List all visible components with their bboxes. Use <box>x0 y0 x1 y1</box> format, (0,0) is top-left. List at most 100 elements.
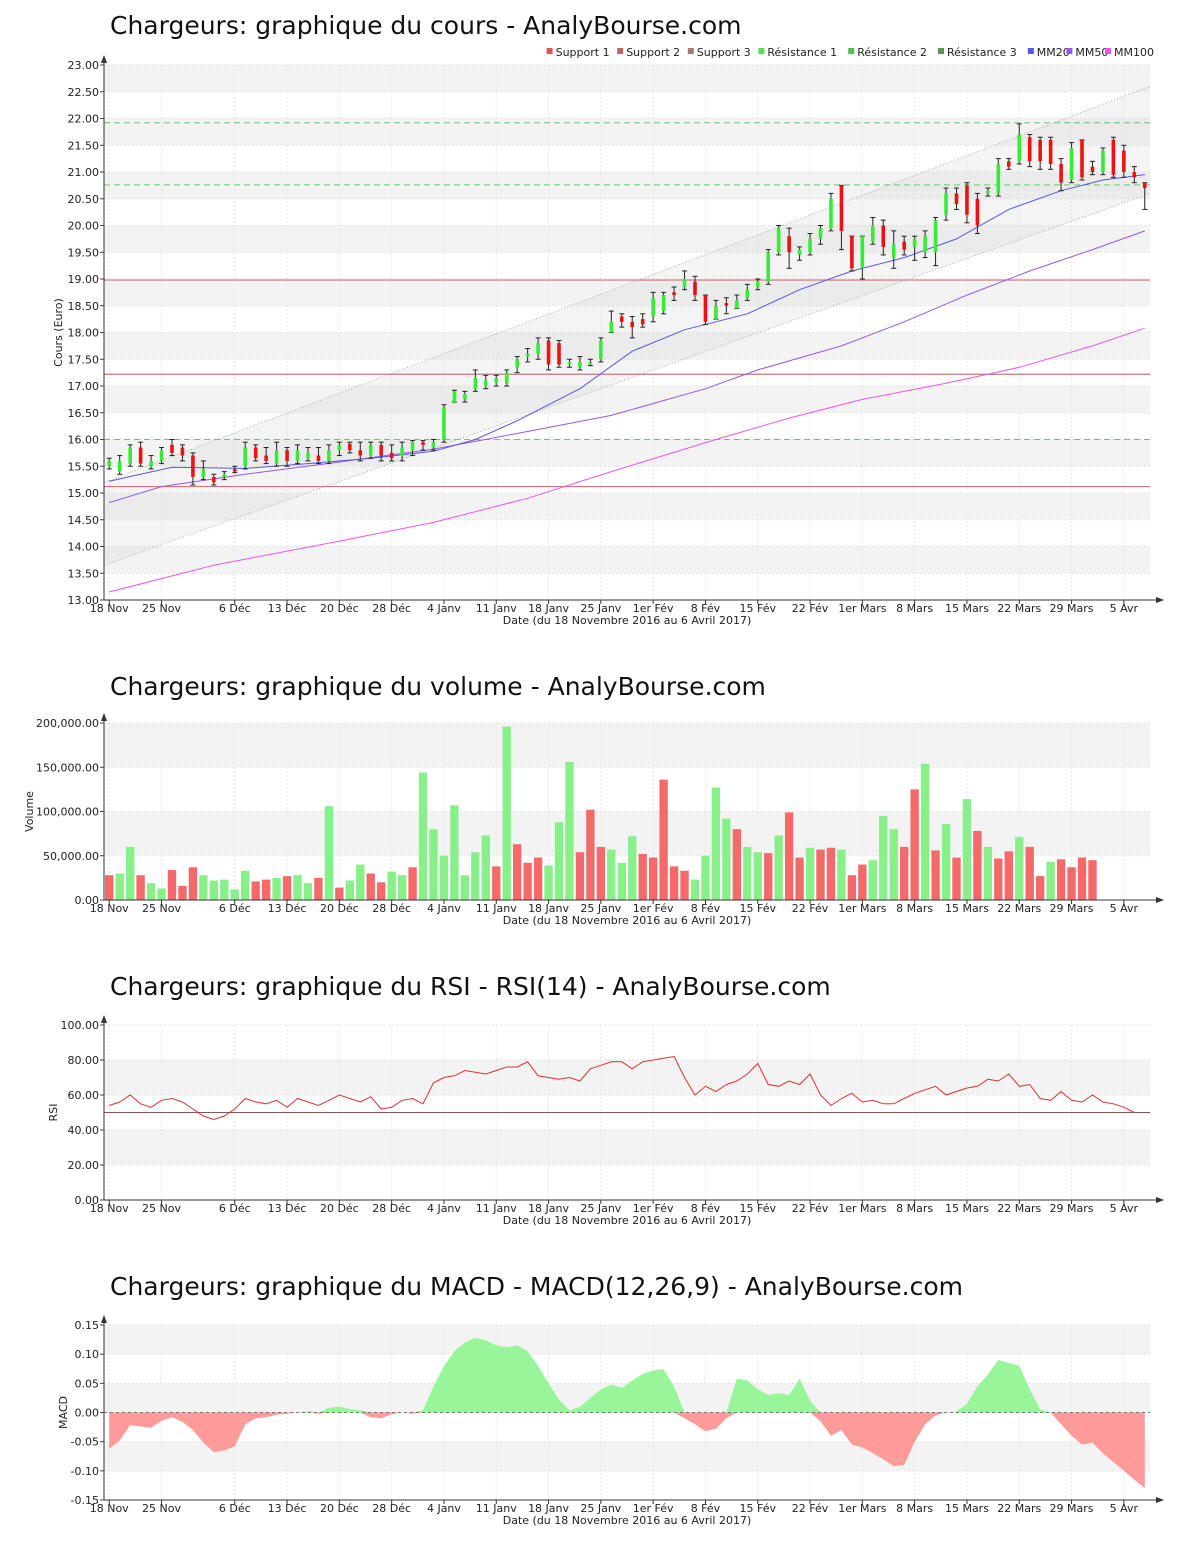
x-tick-label: 8 Fév <box>691 1202 721 1215</box>
y-tick-label: 50,000.00 <box>43 850 99 863</box>
candle <box>347 441 353 454</box>
x-tick-label: 6 Déc <box>219 602 251 615</box>
x-tick-label: 28 Déc <box>372 1502 411 1515</box>
y-tick-label: 0.10 <box>75 1348 100 1361</box>
candle-body <box>912 238 917 247</box>
candle <box>608 310 614 333</box>
volume-bar <box>314 877 323 900</box>
candle-body <box>578 361 582 368</box>
y-tick-label: 0.15 <box>75 1319 100 1332</box>
volume-bar <box>1056 859 1066 900</box>
volume-bar <box>586 809 595 900</box>
candle-body <box>368 444 373 456</box>
candle <box>577 356 583 371</box>
candle-body <box>703 295 708 322</box>
volume-bar <box>377 882 386 900</box>
legend-swatch <box>1027 48 1034 54</box>
x-tick-label: 29 Mars <box>1050 902 1094 915</box>
candle <box>159 447 165 465</box>
x-tick-label: 25 Janv <box>580 1202 621 1215</box>
candle <box>661 291 667 315</box>
x-tick-label: 1er Fév <box>633 1202 674 1215</box>
volume-bar <box>1077 857 1087 900</box>
candle-body <box>358 450 363 456</box>
candle <box>702 294 708 325</box>
candle-body <box>452 391 457 403</box>
candle <box>1100 147 1106 176</box>
grid-band <box>104 1325 1150 1355</box>
candle-body <box>724 303 729 306</box>
volume-bar <box>167 869 177 900</box>
x-tick-label: 22 Fév <box>792 1202 829 1215</box>
candle-body <box>1142 182 1147 189</box>
volume-bar <box>1015 837 1024 900</box>
candle-body <box>494 377 499 384</box>
candle <box>640 313 646 328</box>
y-tick-label: 60.00 <box>68 1089 100 1102</box>
macd-negative-area <box>109 1412 1145 1489</box>
y-tick-label: 20.00 <box>68 1159 100 1172</box>
volume-bar <box>575 852 585 900</box>
volume-bar <box>837 849 846 900</box>
candle-body <box>504 372 509 384</box>
x-tick-label: 8 Fév <box>691 902 721 915</box>
legend-label: MM20 <box>1037 46 1070 59</box>
x-tick-label: 15 Fév <box>740 602 777 615</box>
x-tick-label: 8 Mars <box>896 1202 933 1215</box>
x-tick-label: 11 Janv <box>476 602 517 615</box>
x-tick-label: 4 Janv <box>427 602 461 615</box>
volume-bar <box>931 850 940 900</box>
x-tick-label: 29 Mars <box>1050 1502 1094 1515</box>
candle-body <box>1101 150 1105 172</box>
volume-bar <box>753 852 762 900</box>
chart-title: Chargeurs: graphique du MACD - MACD(12,2… <box>110 1272 963 1301</box>
candle <box>462 390 468 403</box>
volume-bar <box>1088 860 1097 900</box>
candle <box>472 369 478 392</box>
candle <box>514 356 520 374</box>
x-tick-label: 15 Mars <box>945 902 989 915</box>
volume-bar <box>743 846 752 900</box>
volume-bar <box>596 846 606 900</box>
y-tick-label: 13.50 <box>68 567 100 580</box>
y-tick-label: 200,000.00 <box>36 717 99 730</box>
volume-bar <box>146 883 156 900</box>
candle-body <box>609 321 614 333</box>
volume-bar <box>554 822 564 900</box>
y-tick-label: 15.00 <box>68 487 100 500</box>
volume-bar <box>879 815 888 900</box>
legend-label: Support 1 <box>556 46 610 59</box>
volume-bar <box>868 860 877 900</box>
candle-body <box>902 241 906 250</box>
grid-band <box>104 65 1150 92</box>
volume-bar <box>157 888 166 900</box>
candle-body <box>933 220 938 253</box>
volume-bar <box>125 846 135 900</box>
x-tick-label: 8 Mars <box>896 902 933 915</box>
candle-body <box>787 236 791 253</box>
volume-bar <box>638 853 647 900</box>
candle <box>776 225 782 256</box>
candle <box>619 313 625 328</box>
candle-body <box>546 340 551 365</box>
volume-bar <box>795 857 804 900</box>
legend-label: Résistance 3 <box>947 46 1017 59</box>
x-tick-label: 18 Nov <box>90 1202 129 1215</box>
x-axis-title: Date (du 18 Novembre 2016 au 6 Avril 201… <box>503 1514 752 1527</box>
y-tick-label: 21.00 <box>68 166 100 179</box>
candle <box>179 444 185 462</box>
legend-label: MM50 <box>1075 46 1108 59</box>
candle <box>127 444 133 467</box>
candle <box>525 348 531 363</box>
volume-bar <box>774 835 783 900</box>
candle-body <box>860 236 865 269</box>
volume-bar <box>784 812 794 900</box>
candle-body <box>295 450 300 461</box>
x-tick-label: 15 Mars <box>945 602 989 615</box>
candle-body <box>923 236 927 253</box>
candle-body <box>839 185 844 231</box>
candle <box>378 441 384 462</box>
candle-body <box>191 455 195 477</box>
candle <box>504 369 510 387</box>
